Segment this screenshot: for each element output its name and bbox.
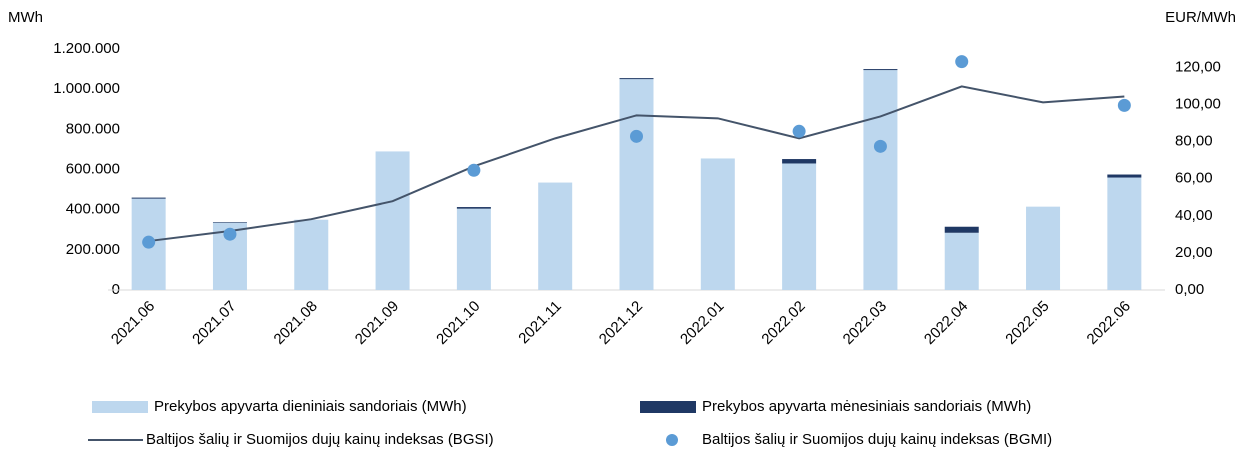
dot [792,124,806,138]
x-tick-label: 2022.02 [758,298,808,348]
x-tick-label: 2022.01 [677,298,727,348]
legend-swatch [92,401,148,413]
line [148,85,1125,243]
legend-label: Baltijos šalių ir Suomijos dujų kainų in… [702,431,1052,448]
bar [782,163,817,290]
y2-tick-label: 100,00 [1175,96,1221,113]
y2-axis-label: EUR/MWh [1165,9,1236,26]
bar [1026,206,1061,290]
x-tick-label: 2021.07 [189,298,239,348]
bar [456,207,491,209]
legend-swatch [640,401,696,413]
bar [538,182,573,290]
legend-swatch [666,434,678,446]
y-axis-label: MWh [8,9,43,26]
x-tick-label: 2022.05 [1002,298,1052,348]
dot [223,227,237,241]
y-tick-label: 0 [112,281,120,298]
x-tick-label: 2021.08 [271,298,321,348]
bar [619,79,654,290]
y2-tick-label: 20,00 [1175,244,1213,261]
dot [630,129,643,143]
dot [873,139,887,153]
dot [467,163,481,177]
y-tick-label: 400.000 [66,201,120,218]
y2-tick-label: 60,00 [1175,170,1213,187]
bar [863,69,898,71]
x-tick-label: 2021.11 [515,298,565,348]
bar [782,159,817,164]
x-tick-label: 2021.09 [352,298,402,348]
dot [955,55,969,69]
x-tick-label: 2022.04 [921,298,971,348]
x-tick-label: 2021.10 [433,298,483,348]
x-tick-label: 2021.12 [596,298,646,348]
bar [1107,177,1142,290]
y-tick-label: 1.000.000 [53,80,120,97]
bar [700,158,735,290]
y-tick-label: 800.000 [66,120,120,137]
x-tick-label: 2021.06 [108,298,158,348]
y-tick-label: 1.200.000 [53,40,120,57]
bar [1107,174,1142,178]
bar [294,219,329,290]
legend-label: Prekybos apyvarta mėnesiniais sandoriais… [702,398,1031,415]
bar [456,208,491,290]
y-tick-label: 200.000 [66,241,120,258]
x-tick-label: 2022.03 [840,298,890,348]
bar [944,232,979,290]
y2-tick-label: 0,00 [1175,281,1204,298]
y2-tick-label: 120,00 [1175,59,1221,76]
legend-label: Baltijos šalių ir Suomijos dujų kainų in… [146,431,494,448]
dot [1117,98,1131,112]
bar [131,197,166,199]
bar [863,70,898,291]
y-tick-label: 600.000 [66,160,120,177]
x-tick-label: 2022.06 [1084,298,1134,348]
y2-tick-label: 40,00 [1175,207,1213,224]
bar [212,222,247,223]
y2-tick-label: 80,00 [1175,133,1213,150]
dot [142,235,156,249]
legend-label: Prekybos apyvarta dieniniais sandoriais … [154,398,467,415]
bar [619,78,654,80]
bar [944,226,979,233]
bar [375,151,410,290]
